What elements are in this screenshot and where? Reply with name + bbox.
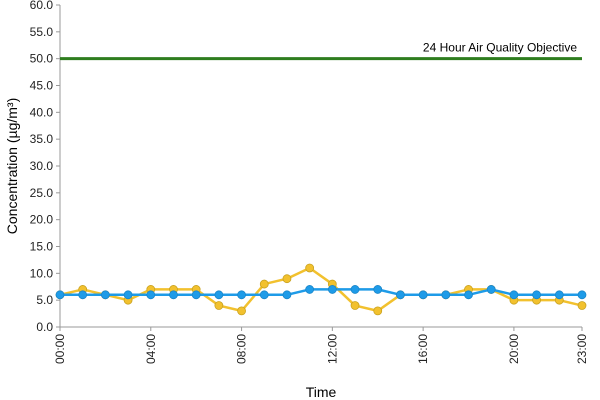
x-tick-labels: 00:00 04:00 08:00 12:00 16:00 20:00 23:00 <box>53 327 589 364</box>
y-tick-label: 60.0 <box>30 0 54 12</box>
series-2-point <box>78 290 88 300</box>
series-2-point <box>55 290 65 300</box>
series-2-point <box>191 290 201 300</box>
series-2-point <box>305 285 315 294</box>
x-tick-label: 00:00 <box>53 334 67 364</box>
reference-line-group: 24 Hour Air Quality Objective <box>60 41 582 61</box>
x-axis-title: Time <box>306 384 337 400</box>
series-2-point <box>350 285 360 294</box>
y-tick-labels: 0.0 5.0 10.0 15.0 20.0 25.0 30.0 35.0 40.0 45.0 50… <box>30 0 60 334</box>
y-tick-label: 20.0 <box>30 213 54 227</box>
series-2-point <box>259 290 269 300</box>
series-1-point <box>373 306 383 316</box>
series-1-point <box>577 301 587 310</box>
series-2-point <box>554 290 564 300</box>
x-tick-label: 08:00 <box>235 334 249 364</box>
series-2-point <box>464 290 473 300</box>
x-tick-label: 04:00 <box>144 334 158 364</box>
y-tick-label: 0.0 <box>36 320 53 334</box>
y-tick-label: 15.0 <box>30 240 54 254</box>
series-1-point <box>305 263 315 273</box>
air-quality-objective-label: 24 Hour Air Quality Objective <box>423 41 577 55</box>
series-2-point <box>237 290 246 300</box>
series-2-point <box>327 285 337 294</box>
series-1-point <box>214 301 224 310</box>
y-tick-label: 5.0 <box>36 293 53 307</box>
series-1-point <box>282 274 292 284</box>
series-2-point <box>577 290 587 300</box>
y-tick-label: 25.0 <box>30 186 54 200</box>
series-2-point <box>146 290 156 300</box>
series-2-point <box>418 290 428 300</box>
data-series <box>55 263 587 316</box>
y-tick-label: 45.0 <box>30 79 54 93</box>
series-2-point <box>532 290 542 300</box>
y-axis-title: Concentration (µg/m³) <box>4 98 20 234</box>
y-tick-label: 40.0 <box>30 105 54 119</box>
series-2-point <box>100 290 110 300</box>
x-tick-label: 16:00 <box>416 334 430 364</box>
y-tick-label: 30.0 <box>30 159 54 173</box>
series-2-point <box>509 290 519 300</box>
series-2-point <box>373 285 383 294</box>
series-1-point <box>259 279 269 289</box>
x-tick-label: 20:00 <box>507 334 521 364</box>
series-2-point <box>486 285 496 294</box>
series-1-point <box>237 306 246 316</box>
x-tick-label: 23:00 <box>575 334 589 364</box>
series-1-point <box>350 301 360 310</box>
series-2-point <box>123 290 133 300</box>
series-2-point <box>396 290 405 300</box>
series-2-point <box>441 290 451 300</box>
series-2-point <box>169 290 178 300</box>
y-tick-label: 35.0 <box>30 132 54 146</box>
y-tick-label: 10.0 <box>30 266 54 280</box>
series-2-point <box>282 290 292 300</box>
y-tick-label: 50.0 <box>30 52 54 66</box>
x-tick-label: 12:00 <box>325 334 339 364</box>
series-2-point <box>214 290 224 300</box>
y-tick-label: 55.0 <box>30 25 54 39</box>
